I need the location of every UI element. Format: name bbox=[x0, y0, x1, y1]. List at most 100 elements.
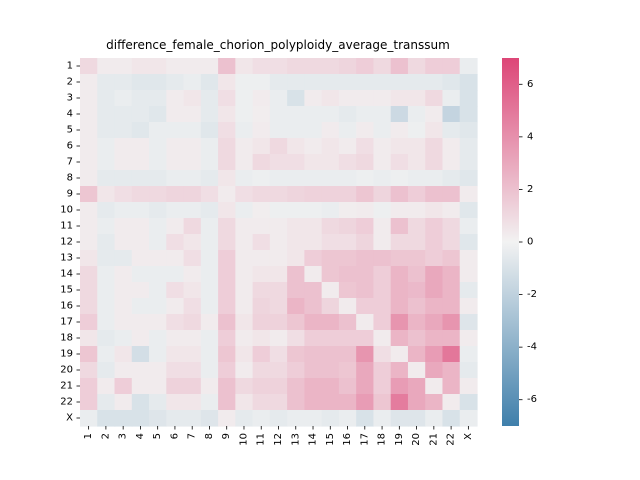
x-tick-label: 2 bbox=[100, 433, 111, 439]
colorbar-axis: -6 -4 -2 0 2 4 6 bbox=[519, 79, 537, 405]
heatmap-cell-3-22 bbox=[442, 90, 461, 107]
y-tick-label: X bbox=[66, 413, 73, 424]
heatmap-cell-2-6 bbox=[166, 74, 185, 91]
heatmap-cell-17-15 bbox=[321, 314, 340, 331]
heatmap-cell-19-8 bbox=[200, 346, 219, 363]
heatmap-cell-4-20 bbox=[407, 106, 426, 123]
heatmap-cell-16-14 bbox=[304, 298, 323, 315]
heatmap-cell-10-20 bbox=[407, 202, 426, 219]
heatmap-cell-8-13 bbox=[287, 170, 305, 187]
heatmap-cell-3-15 bbox=[321, 90, 340, 107]
heatmap-cell-18-14 bbox=[304, 330, 323, 347]
heatmap-cell-17-6 bbox=[166, 314, 185, 331]
heatmap-cell-3-14 bbox=[304, 90, 323, 107]
heatmap-cell-10-17 bbox=[356, 202, 375, 219]
heatmap-cell-6-4 bbox=[131, 138, 150, 155]
y-tick-label: 2 bbox=[67, 77, 73, 88]
heatmap-cell-9-11 bbox=[252, 186, 271, 203]
heatmap-cell-17-18 bbox=[373, 314, 392, 331]
heatmap-cell-9-16 bbox=[338, 186, 357, 203]
heatmap-cell-6-8 bbox=[200, 138, 219, 155]
heatmap-cell-13-17 bbox=[356, 250, 375, 267]
heatmap-cell-4-2 bbox=[97, 106, 116, 123]
heatmap-cell-2-1 bbox=[80, 74, 98, 91]
heatmap-cell-2-12 bbox=[269, 74, 288, 91]
heatmap-cell-15-17 bbox=[356, 282, 375, 299]
heatmap-cell-12-13 bbox=[287, 234, 305, 251]
heatmap-cell-19-7 bbox=[183, 346, 202, 363]
heatmap-cell-5-22 bbox=[442, 122, 461, 139]
y-tick-label: 6 bbox=[67, 141, 73, 152]
heatmap-cell-7-8 bbox=[200, 154, 219, 171]
heatmap-cell-2-20 bbox=[407, 74, 426, 91]
x-tick-label: 18 bbox=[377, 433, 388, 446]
heatmap-cell-12-17 bbox=[356, 234, 375, 251]
heatmap-cell-21-12 bbox=[269, 378, 288, 395]
heatmap-cell-11-4 bbox=[131, 218, 150, 235]
heatmap-cell-10-16 bbox=[338, 202, 357, 219]
heatmap-cell-15-18 bbox=[373, 282, 392, 299]
heatmap-cell-12-5 bbox=[149, 234, 167, 251]
heatmap-cell-21-15 bbox=[321, 378, 340, 395]
heatmap-cell-1-17 bbox=[356, 58, 375, 75]
heatmap-cell-7-5 bbox=[149, 154, 167, 171]
heatmap-cell-3-X bbox=[459, 90, 478, 107]
y-tick-label: 20 bbox=[60, 365, 73, 376]
heatmap-cell-14-2 bbox=[97, 266, 116, 283]
heatmap-cell-17-12 bbox=[269, 314, 288, 331]
heatmap-cell-9-22 bbox=[442, 186, 461, 203]
heatmap-cell-19-2 bbox=[97, 346, 116, 363]
heatmap-cell-4-8 bbox=[200, 106, 219, 123]
heatmap-cell-9-17 bbox=[356, 186, 375, 203]
heatmap-cell-1-12 bbox=[269, 58, 288, 75]
heatmap-cell-19-18 bbox=[373, 346, 392, 363]
heatmap-cell-11-16 bbox=[338, 218, 357, 235]
heatmap-cell-4-18 bbox=[373, 106, 392, 123]
heatmap-cell-7-22 bbox=[442, 154, 461, 171]
heatmap-cell-13-20 bbox=[407, 250, 426, 267]
heatmap-cell-7-7 bbox=[183, 154, 202, 171]
heatmap-cell-18-3 bbox=[114, 330, 133, 347]
heatmap-cell-17-22 bbox=[442, 314, 461, 331]
heatmap-cell-22-4 bbox=[131, 394, 150, 411]
heatmap-cell-17-10 bbox=[235, 314, 254, 331]
heatmap-cell-7-X bbox=[459, 154, 478, 171]
heatmap-cell-15-10 bbox=[235, 282, 254, 299]
heatmap-cell-1-15 bbox=[321, 58, 340, 75]
heatmap-cell-8-7 bbox=[183, 170, 202, 187]
heatmap-cell-16-15 bbox=[321, 298, 340, 315]
heatmap-cell-6-13 bbox=[287, 138, 305, 155]
heatmap-cell-1-20 bbox=[407, 58, 426, 75]
heatmap-cell-16-12 bbox=[269, 298, 288, 315]
heatmap-cell-4-19 bbox=[390, 106, 409, 123]
x-axis: 1 2 3 4 5 6 7 8 9 10 11 12 13 14 15 16 17 18 19 20 21 22 X bbox=[83, 426, 474, 446]
heatmap-cell-5-20 bbox=[407, 122, 426, 139]
heatmap-cell-20-14 bbox=[304, 362, 323, 379]
heatmap-cell-X-16 bbox=[338, 410, 357, 427]
heatmap-cell-10-8 bbox=[200, 202, 219, 219]
heatmap-cell-22-2 bbox=[97, 394, 116, 411]
heatmap-cell-3-17 bbox=[356, 90, 375, 107]
heatmap-cell-1-21 bbox=[425, 58, 444, 75]
heatmap-cell-22-7 bbox=[183, 394, 202, 411]
heatmap-cell-14-18 bbox=[373, 266, 392, 283]
heatmap-cell-13-5 bbox=[149, 250, 167, 267]
heatmap-cell-4-22 bbox=[442, 106, 461, 123]
heatmap-cell-X-17 bbox=[356, 410, 375, 427]
heatmap-cell-10-3 bbox=[114, 202, 133, 219]
heatmap-cell-11-10 bbox=[235, 218, 254, 235]
heatmap-cell-1-19 bbox=[390, 58, 409, 75]
heatmap-cell-21-3 bbox=[114, 378, 133, 395]
heatmap-cell-20-2 bbox=[97, 362, 116, 379]
heatmap-cell-2-4 bbox=[131, 74, 150, 91]
heatmap-cell-4-14 bbox=[304, 106, 323, 123]
heatmap-cell-16-6 bbox=[166, 298, 185, 315]
heatmap-cell-19-11 bbox=[252, 346, 271, 363]
heatmap-cell-15-5 bbox=[149, 282, 167, 299]
heatmap-cell-9-1 bbox=[80, 186, 98, 203]
heatmap-cell-22-20 bbox=[407, 394, 426, 411]
x-tick-label: 3 bbox=[118, 433, 129, 439]
heatmap-cell-14-9 bbox=[218, 266, 236, 283]
heatmap-cell-19-21 bbox=[425, 346, 444, 363]
